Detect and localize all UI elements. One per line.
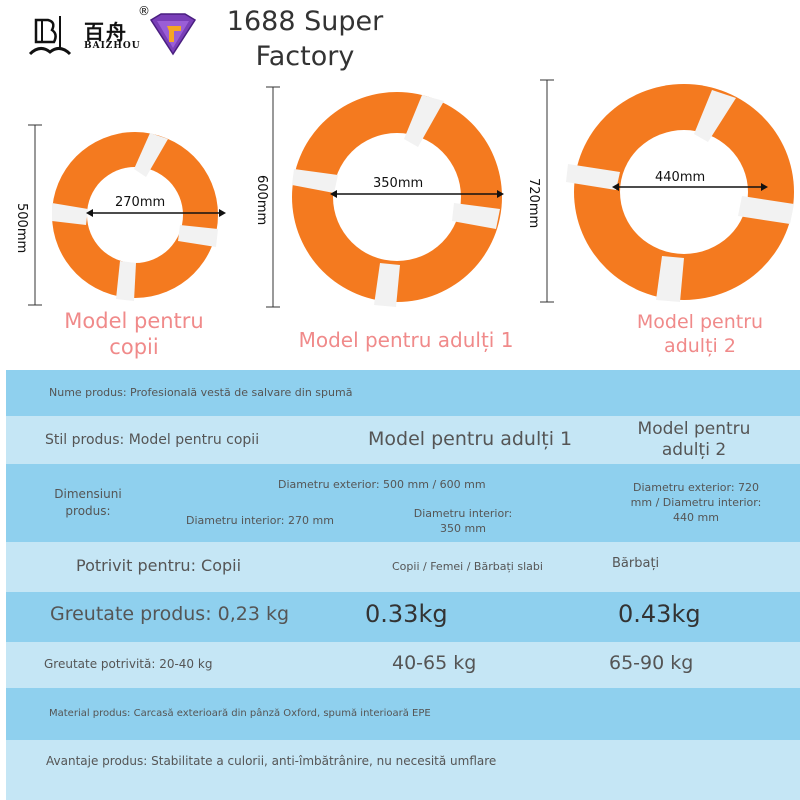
weight-child: Greutate produs: 0,23 kg [50,603,290,625]
row-dimensions: Dimensiuni produs: Diametru exterior: 50… [6,464,800,542]
product-adult-1: 600mm 350mm Model pentru adulți 1 [240,75,520,365]
inner-dimension-line [86,209,226,217]
product-caption: Model pentru adulți 2 [636,311,764,357]
brand-name-en: BAIZHOU [84,41,141,51]
outer-diameter: Diametru exterior: 500 mm / 600 mm [278,478,486,491]
registered-mark: ® [138,4,150,18]
height-dimension-line [540,79,554,303]
product-name: Nume produs: Profesională vestă de salva… [49,386,353,399]
suitable-adult-1: Copii / Femei / Bărbați slabi [392,560,543,573]
weight-adult-2: 0.43kg [618,600,701,628]
row-advantages: Avantaje produs: Stabilitate a culorii, … [6,740,800,800]
row-suitable-weight: Greutate potrivită: 20-40 kg 40-65 kg 65… [6,642,800,688]
advantages: Avantaje produs: Stabilitate a culorii, … [46,754,497,768]
height-dimension-line [266,86,280,308]
inner-dimension-line [330,190,504,198]
life-ring-image [292,92,502,307]
style-adult-1: Model pentru adulți 1 [368,428,573,450]
row-material: Material produs: Carcasă exterioară din … [6,688,800,740]
suitable-child: Potrivit pentru: Copii [76,556,242,575]
dimensions-adult-2: Diametru exterior: 720 mm / Diametru int… [630,481,762,524]
style-adult-2: Model pentru adulți 2 [637,419,751,460]
height-dimension-line [28,124,42,306]
spec-table: Nume produs: Profesională vestă de salva… [6,370,800,800]
load-child: Greutate potrivită: 20-40 kg [44,657,213,671]
load-adult-1: 40-65 kg [392,652,477,674]
baizhou-logo-icon [26,14,74,58]
inner-diameter-adult-1: Diametru interior: 350 mm [413,507,513,535]
dimensions-label: Dimensiuni produs: [54,487,122,518]
inner-diameter-label: 440mm [652,170,709,185]
life-ring-image [52,132,218,301]
weight-adult-1: 0.33kg [365,600,448,628]
suitable-adult-2: Bărbați [612,556,660,571]
style-child: Stil produs: Model pentru copii [45,432,260,448]
row-product-name: Nume produs: Profesională vestă de salva… [6,370,800,416]
life-ring-image [566,84,794,302]
load-adult-2: 65-90 kg [609,652,694,674]
inner-dimension-line [612,183,768,191]
height-label: 600mm [254,175,269,226]
product-caption: Model pentru copii [64,309,204,359]
super-factory-gem-icon [147,12,199,56]
height-label: 720mm [526,178,541,229]
row-style: Stil produs: Model pentru copii Model pe… [6,416,800,464]
product-caption: Model pentru adulți 1 [298,328,514,352]
height-label: 500mm [14,203,29,254]
brand-name-cn: 百舟 [84,20,128,44]
inner-diameter-label: 270mm [112,195,169,210]
row-product-weight: Greutate produs: 0,23 kg 0.33kg 0.43kg [6,592,800,642]
product-adult-2: 720mm 440mm Model pentru adulți 2 [520,70,800,365]
factory-title: 1688 Super Factory [226,6,384,72]
material: Material produs: Carcasă exterioară din … [49,708,431,719]
inner-diameter-child: Diametru interior: 270 mm [186,514,334,527]
product-child: 500mm 270mm Model pentru copii [0,115,240,365]
row-suitable-for: Potrivit pentru: Copii Copii / Femei / B… [6,542,800,592]
inner-diameter-label: 350mm [370,176,427,191]
